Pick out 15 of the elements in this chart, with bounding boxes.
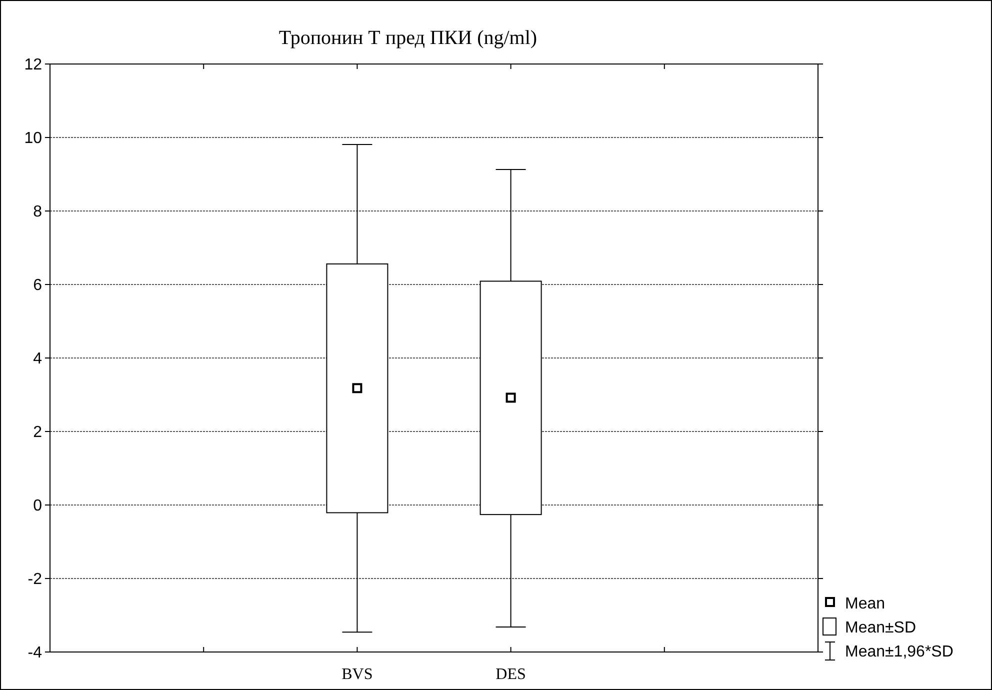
y-tick-label: 10 (24, 130, 42, 148)
x-tick-label: BVS (342, 666, 373, 683)
text: Mean (845, 596, 886, 613)
y-tick-label: 12 (24, 56, 42, 74)
y-tick-label: 6 (33, 277, 42, 294)
chart-title: Тропонин Т пред ПКИ (ng/ml) (278, 27, 538, 49)
text: Mean±SD (845, 620, 916, 637)
y-tick-label: 0 (33, 498, 42, 515)
y-tick-label: 2 (33, 424, 42, 442)
text: Mean±1,96*SD (845, 644, 954, 661)
y-tick-label: 8 (33, 204, 42, 221)
x-tick-label: DES (496, 666, 526, 683)
y-tick-label: -2 (28, 571, 42, 588)
y-tick-label: -4 (28, 644, 42, 662)
y-tick-label: 4 (33, 350, 42, 368)
